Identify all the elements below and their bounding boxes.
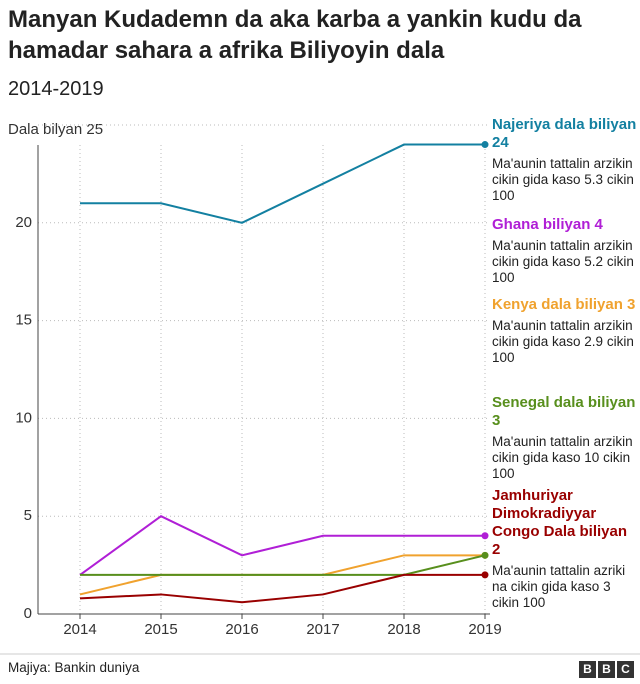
legend-note: Ma'aunin tattalin arzikin cikin gida kas… xyxy=(492,156,634,203)
series-label: Najeriya dala biliyan 24 Ma'aunin tattali… xyxy=(492,116,638,204)
source: Majiya: Bankin duniya xyxy=(8,660,140,675)
y-tick-label: 10 xyxy=(15,409,32,426)
legend-note: Ma'aunin tattalin arzikin cikin gida kas… xyxy=(492,434,633,481)
series-label: Kenya dala biliyan 3 Ma'aunin tattalin ar… xyxy=(492,296,638,366)
x-tick-label: 2015 xyxy=(144,621,177,638)
series-line xyxy=(79,515,485,576)
end-dot xyxy=(481,551,489,559)
y-tick-label: 0 xyxy=(24,605,32,622)
series-label: Ghana biliyan 4 Ma'aunin tattalin arzikin… xyxy=(492,216,638,286)
y-tick-label: 20 xyxy=(15,214,32,231)
end-dot xyxy=(481,141,489,149)
legend-name: Najeriya dala biliyan 24 xyxy=(492,116,637,151)
x-tick-label: 2019 xyxy=(468,621,501,638)
chart-subtitle: 2014-2019 xyxy=(8,78,104,100)
y-tick-label: Dala bilyan 25 xyxy=(8,121,103,138)
legend-note: Ma'aunin tattalin azriki na cikin gida k… xyxy=(492,563,626,610)
x-tick-label: 2017 xyxy=(306,621,339,638)
logo-letter: B xyxy=(579,661,596,678)
series-line xyxy=(80,143,485,224)
series-label: Jamhuriyar Dimokradiyyar Congo Dala bili… xyxy=(492,487,638,611)
legend-name: Ghana biliyan 4 xyxy=(492,216,603,233)
series-line xyxy=(79,573,485,604)
legend-name: Kenya dala biliyan 3 xyxy=(492,296,636,313)
logo-letter: C xyxy=(617,661,634,678)
end-dot xyxy=(481,532,489,540)
end-dot xyxy=(481,571,489,579)
y-tick-label: 5 xyxy=(24,507,32,524)
legend-name: Senegal dala biliyan 3 xyxy=(492,394,636,429)
x-tick-label: 2016 xyxy=(225,621,258,638)
legend-note: Ma'aunin tattalin arzikin cikin gida kas… xyxy=(492,318,634,365)
x-tick-label: 2018 xyxy=(387,621,420,638)
series-label: Senegal dala biliyan 3 Ma'aunin tattalin … xyxy=(492,394,638,482)
series-line xyxy=(80,554,486,576)
legend-note: Ma'aunin tattalin arzikin cikin gida kas… xyxy=(492,238,634,285)
y-tick-label: 15 xyxy=(15,312,32,329)
chart-title: Manyan Kudademn da aka karba a yankin ku… xyxy=(8,6,582,64)
logo-letter: B xyxy=(598,661,615,678)
x-tick-label: 2014 xyxy=(63,621,96,638)
legend-name: Jamhuriyar Dimokradiyyar Congo Dala bili… xyxy=(492,487,628,558)
